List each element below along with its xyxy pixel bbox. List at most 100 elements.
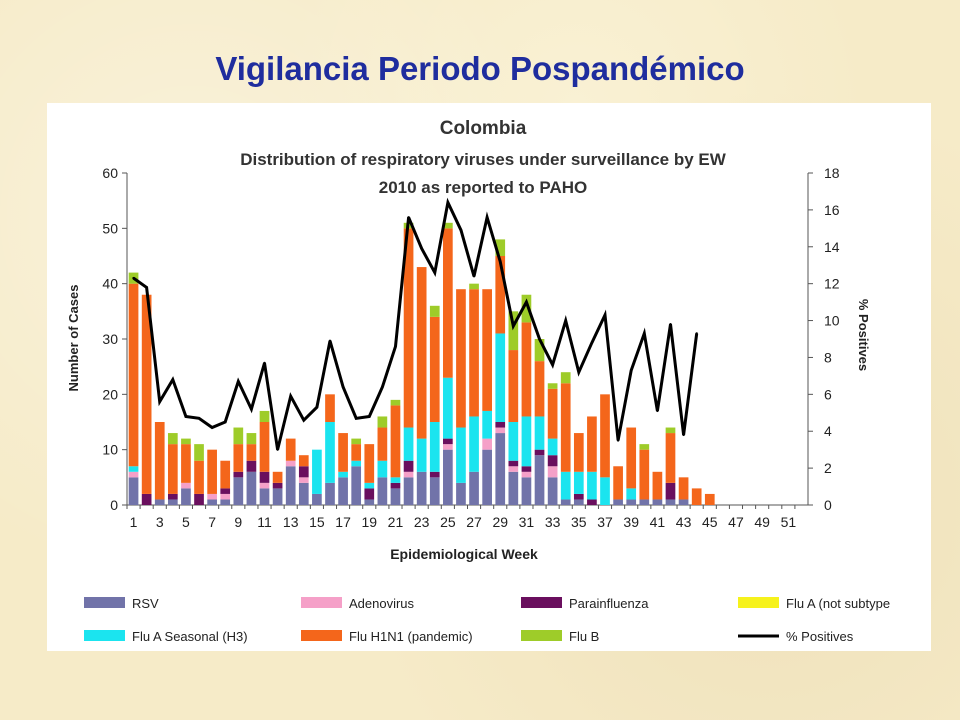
bar-segment bbox=[482, 289, 492, 411]
bar-segment bbox=[298, 466, 309, 478]
bar-segment bbox=[338, 471, 348, 478]
x-tick-label: 7 bbox=[208, 514, 216, 530]
y-tick-label: 20 bbox=[102, 386, 118, 402]
bar-segment bbox=[351, 466, 362, 505]
bar-segment bbox=[600, 477, 610, 505]
y-tick-label: 10 bbox=[102, 442, 118, 458]
bar-segment bbox=[181, 438, 191, 445]
bar-segment bbox=[495, 333, 506, 422]
line-point bbox=[224, 420, 227, 424]
bar-segment bbox=[626, 427, 637, 489]
bar-segment bbox=[547, 466, 558, 478]
bar-segment bbox=[508, 471, 519, 505]
y2-tick-label: 10 bbox=[824, 313, 840, 329]
bar-segment bbox=[587, 499, 597, 505]
bar-segment bbox=[338, 433, 348, 472]
bar-segment bbox=[613, 466, 623, 500]
line-point bbox=[682, 433, 685, 437]
bar-segment bbox=[547, 477, 558, 505]
bar-segment bbox=[469, 416, 479, 472]
x-tick-label: 1 bbox=[130, 514, 138, 530]
bar-segment bbox=[482, 449, 492, 505]
line-point bbox=[630, 369, 633, 372]
x-tick-label: 23 bbox=[414, 514, 430, 530]
bar-segment bbox=[416, 471, 427, 505]
bar-segment bbox=[443, 222, 453, 229]
bar-segment bbox=[534, 361, 545, 417]
x-tick-label: 25 bbox=[440, 514, 456, 530]
bar-segment bbox=[364, 482, 375, 489]
y2-tick-label: 12 bbox=[824, 276, 840, 292]
bar-segment bbox=[678, 499, 689, 505]
bar-segment bbox=[325, 394, 335, 422]
bar-segment bbox=[351, 438, 362, 445]
bar-segment bbox=[364, 488, 375, 500]
bar-segment bbox=[272, 482, 283, 489]
bar-segment bbox=[560, 383, 571, 472]
line-point bbox=[381, 385, 384, 389]
x-tick-label: 19 bbox=[361, 514, 377, 530]
bar-segment bbox=[181, 444, 191, 483]
bar-segment bbox=[534, 455, 545, 505]
bar-segment bbox=[246, 433, 257, 445]
bar-segment bbox=[534, 449, 545, 456]
bar-segment bbox=[167, 499, 178, 505]
x-tick-label: 3 bbox=[156, 514, 164, 530]
line-point bbox=[472, 275, 476, 278]
bar-segment bbox=[285, 438, 296, 461]
bar-segment bbox=[285, 466, 296, 505]
bar-segment bbox=[390, 482, 401, 489]
bar-segment bbox=[508, 422, 519, 461]
bar-segment bbox=[128, 471, 139, 478]
line-point bbox=[603, 313, 607, 317]
line-point bbox=[564, 319, 567, 322]
legend-label: % Positives bbox=[786, 629, 854, 644]
bar-segment bbox=[456, 289, 466, 428]
bar-segment bbox=[377, 427, 388, 461]
bar-segment bbox=[181, 488, 191, 505]
bar-segment bbox=[521, 471, 532, 478]
bar-segment bbox=[154, 499, 165, 505]
bar-segment bbox=[351, 444, 362, 461]
line-point bbox=[263, 361, 266, 365]
bar-segment bbox=[416, 438, 427, 472]
bar-segment bbox=[534, 339, 545, 362]
y-tick-label: 0 bbox=[110, 497, 118, 513]
line-point bbox=[433, 271, 436, 274]
bar-segment bbox=[429, 477, 440, 505]
bar-segment bbox=[377, 416, 388, 428]
line-point bbox=[197, 417, 201, 420]
line-point bbox=[158, 400, 161, 403]
line-point bbox=[407, 216, 410, 219]
bar-segment bbox=[665, 499, 676, 505]
line-point bbox=[485, 216, 489, 219]
bar-segment bbox=[626, 499, 637, 505]
bar-segment bbox=[573, 493, 584, 500]
y-tick-label: 40 bbox=[102, 276, 118, 292]
y-axis-label: Number of Cases bbox=[66, 285, 81, 392]
legend-label: Parainfluenza bbox=[569, 596, 649, 611]
line-point bbox=[446, 201, 450, 204]
bar-segment bbox=[573, 499, 584, 505]
bar-segment bbox=[325, 482, 335, 505]
line-point bbox=[250, 407, 253, 411]
bar-segment bbox=[390, 405, 401, 478]
line-point bbox=[525, 300, 528, 304]
bar-segment bbox=[403, 228, 414, 428]
bar-segment bbox=[547, 383, 558, 389]
bar-segment bbox=[665, 482, 676, 500]
x-tick-label: 5 bbox=[182, 514, 190, 530]
line-point bbox=[590, 341, 594, 344]
y2-tick-label: 8 bbox=[824, 349, 832, 365]
legend-swatch bbox=[84, 630, 125, 641]
line-point bbox=[302, 418, 305, 422]
legend-swatch bbox=[301, 597, 342, 608]
y-tick-label: 60 bbox=[102, 165, 118, 181]
bar-segment bbox=[246, 460, 257, 472]
y2-tick-label: 6 bbox=[824, 386, 832, 402]
x-tick-label: 49 bbox=[754, 514, 770, 530]
bar-segment bbox=[207, 449, 217, 494]
bar-segment bbox=[560, 372, 571, 384]
bar-segment bbox=[482, 410, 492, 439]
line-point bbox=[289, 394, 292, 398]
